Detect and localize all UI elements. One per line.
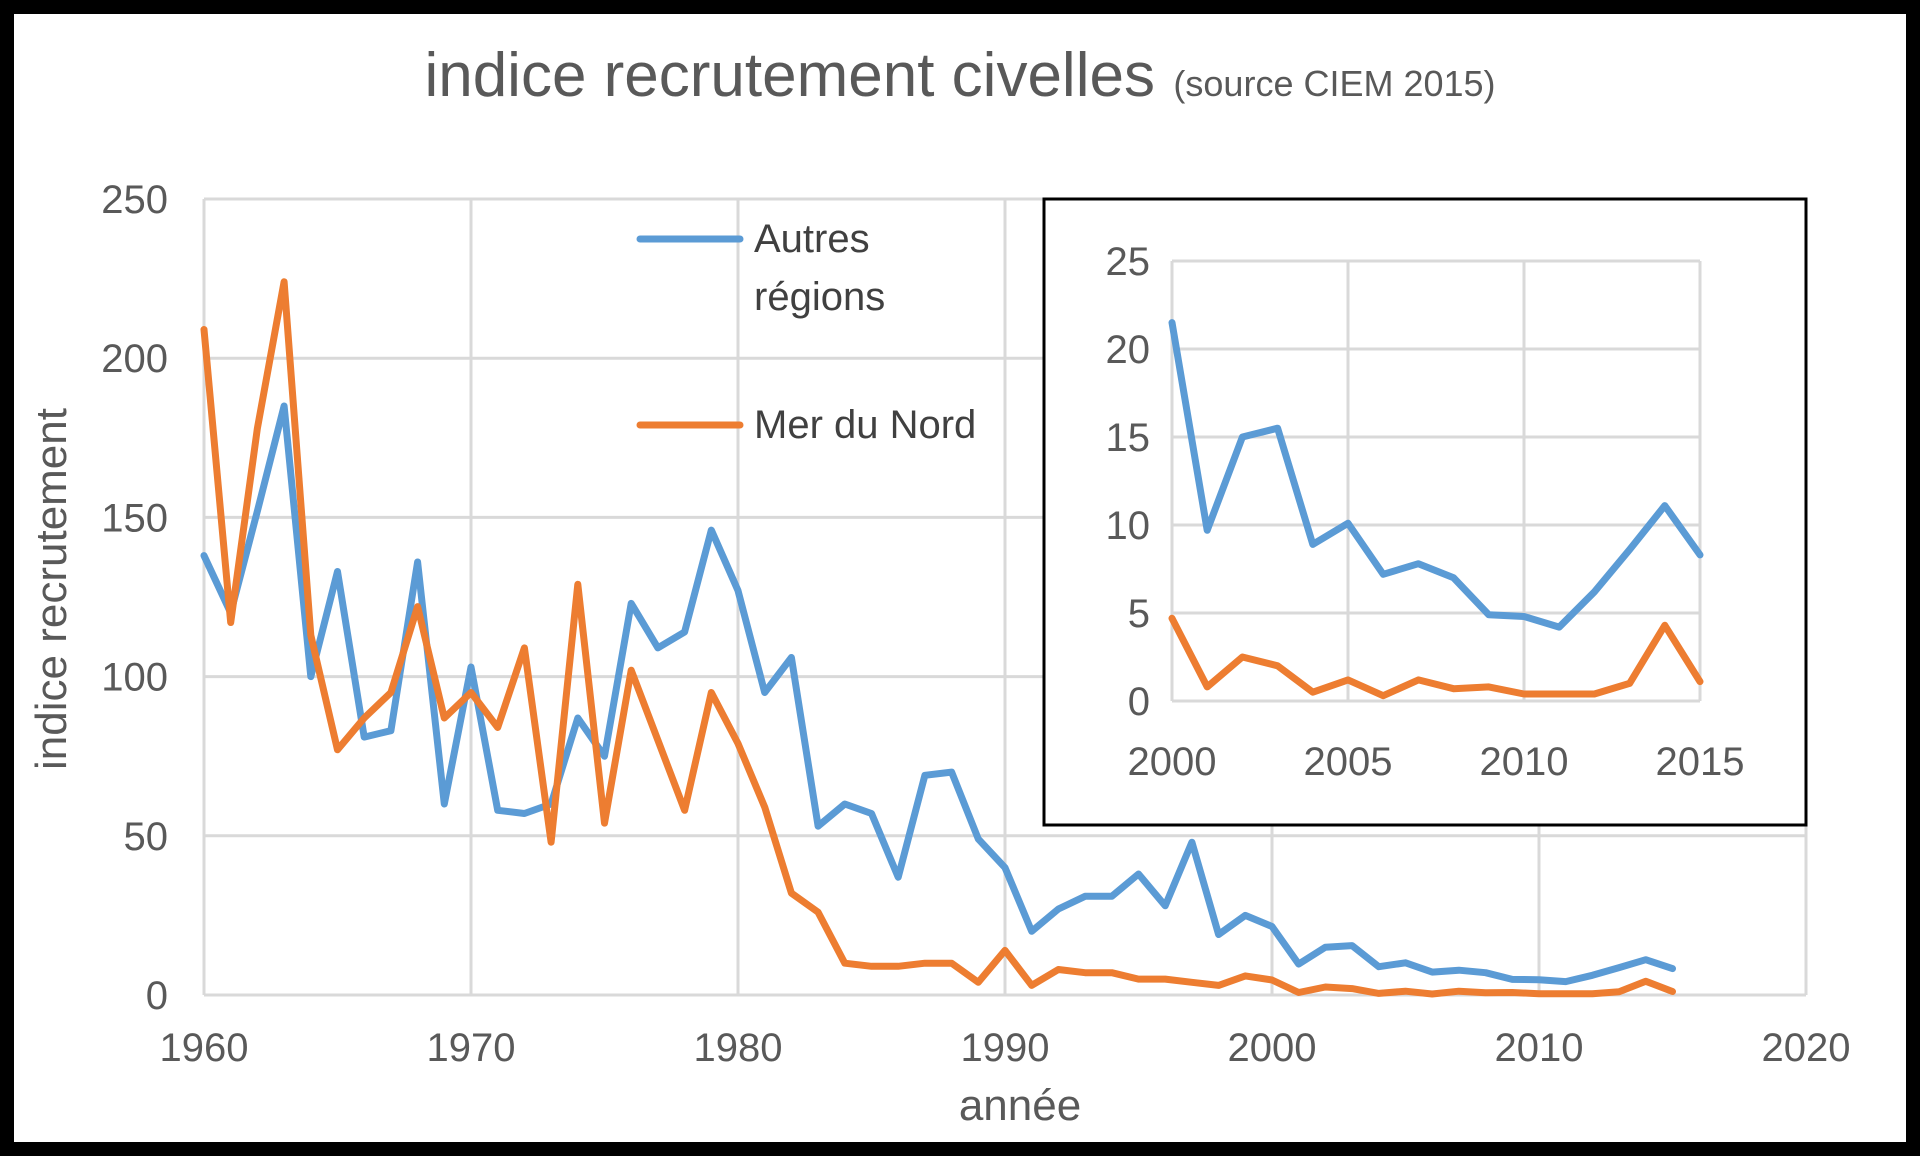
inset-gridlines xyxy=(1170,259,1702,703)
inset-y-tick-label: 25 xyxy=(1106,240,1151,284)
main-x-tick-label: 2020 xyxy=(1762,1026,1851,1070)
main-y-tick-label: 0 xyxy=(146,974,168,1018)
legend: Autres régions Mer du Nord xyxy=(636,217,976,447)
main-y-tick-label: 100 xyxy=(101,656,168,700)
y-axis-label: indice recrutement xyxy=(27,408,76,770)
inset-y-tick-label: 0 xyxy=(1128,680,1150,724)
main-x-tick-label: 1970 xyxy=(427,1026,516,1070)
main-x-tick-label: 1980 xyxy=(694,1026,783,1070)
main-x-tick-label: 2000 xyxy=(1228,1026,1317,1070)
legend-label-line1: Autres xyxy=(754,217,870,261)
main-y-tick-label: 250 xyxy=(101,178,168,222)
chart-frame: indice recrutement civelles (source CIEM… xyxy=(14,14,1906,1142)
main-series-lines xyxy=(200,278,1676,998)
legend-label-autres-regions: Autres régions xyxy=(754,217,885,319)
inset-x-tick-label: 2000 xyxy=(1128,740,1217,784)
inset-chart: 0 5 10 15 20 25 2000 2005 2010 2015 xyxy=(1042,197,1808,827)
legend-label-line2: régions xyxy=(754,275,885,319)
inset-y-tick-label: 10 xyxy=(1106,504,1151,548)
inset-y-tick-label: 20 xyxy=(1106,328,1151,372)
chart-canvas: indice recrutement civelles (source CIEM… xyxy=(27,41,1850,1130)
main-series-line-0 xyxy=(200,402,1676,986)
inset-y-tick-label: 5 xyxy=(1128,592,1150,636)
inset-y-tick-label: 15 xyxy=(1106,416,1151,460)
main-x-tick-label: 2010 xyxy=(1495,1026,1584,1070)
main-series-line-1 xyxy=(200,278,1676,998)
chart-title: indice recrutement civelles (source CIEM… xyxy=(424,41,1495,110)
inset-series-line-1 xyxy=(1168,614,1704,700)
chart-title-main: indice recrutement civelles xyxy=(424,41,1155,110)
main-x-tick-label: 1990 xyxy=(961,1026,1050,1070)
inset-x-tick-label: 2015 xyxy=(1656,740,1745,784)
inset-x-tick-label: 2010 xyxy=(1480,740,1569,784)
inset-series-lines xyxy=(1168,319,1704,700)
legend-label-mer-du-nord: Mer du Nord xyxy=(754,403,976,447)
chart-subtitle: (source CIEM 2015) xyxy=(1173,63,1495,104)
inset-x-tick-label: 2005 xyxy=(1304,740,1393,784)
x-axis-label: année xyxy=(959,1081,1081,1130)
main-x-tick-label: 1960 xyxy=(160,1026,249,1070)
inset-tick-labels: 0 5 10 15 20 25 2000 2005 2010 2015 xyxy=(1106,240,1745,784)
inset-border xyxy=(1042,197,1808,827)
inset-series-line-0 xyxy=(1168,319,1704,631)
main-y-tick-label: 200 xyxy=(101,337,168,381)
main-y-tick-label: 150 xyxy=(101,496,168,540)
main-y-tick-label: 50 xyxy=(124,815,169,859)
